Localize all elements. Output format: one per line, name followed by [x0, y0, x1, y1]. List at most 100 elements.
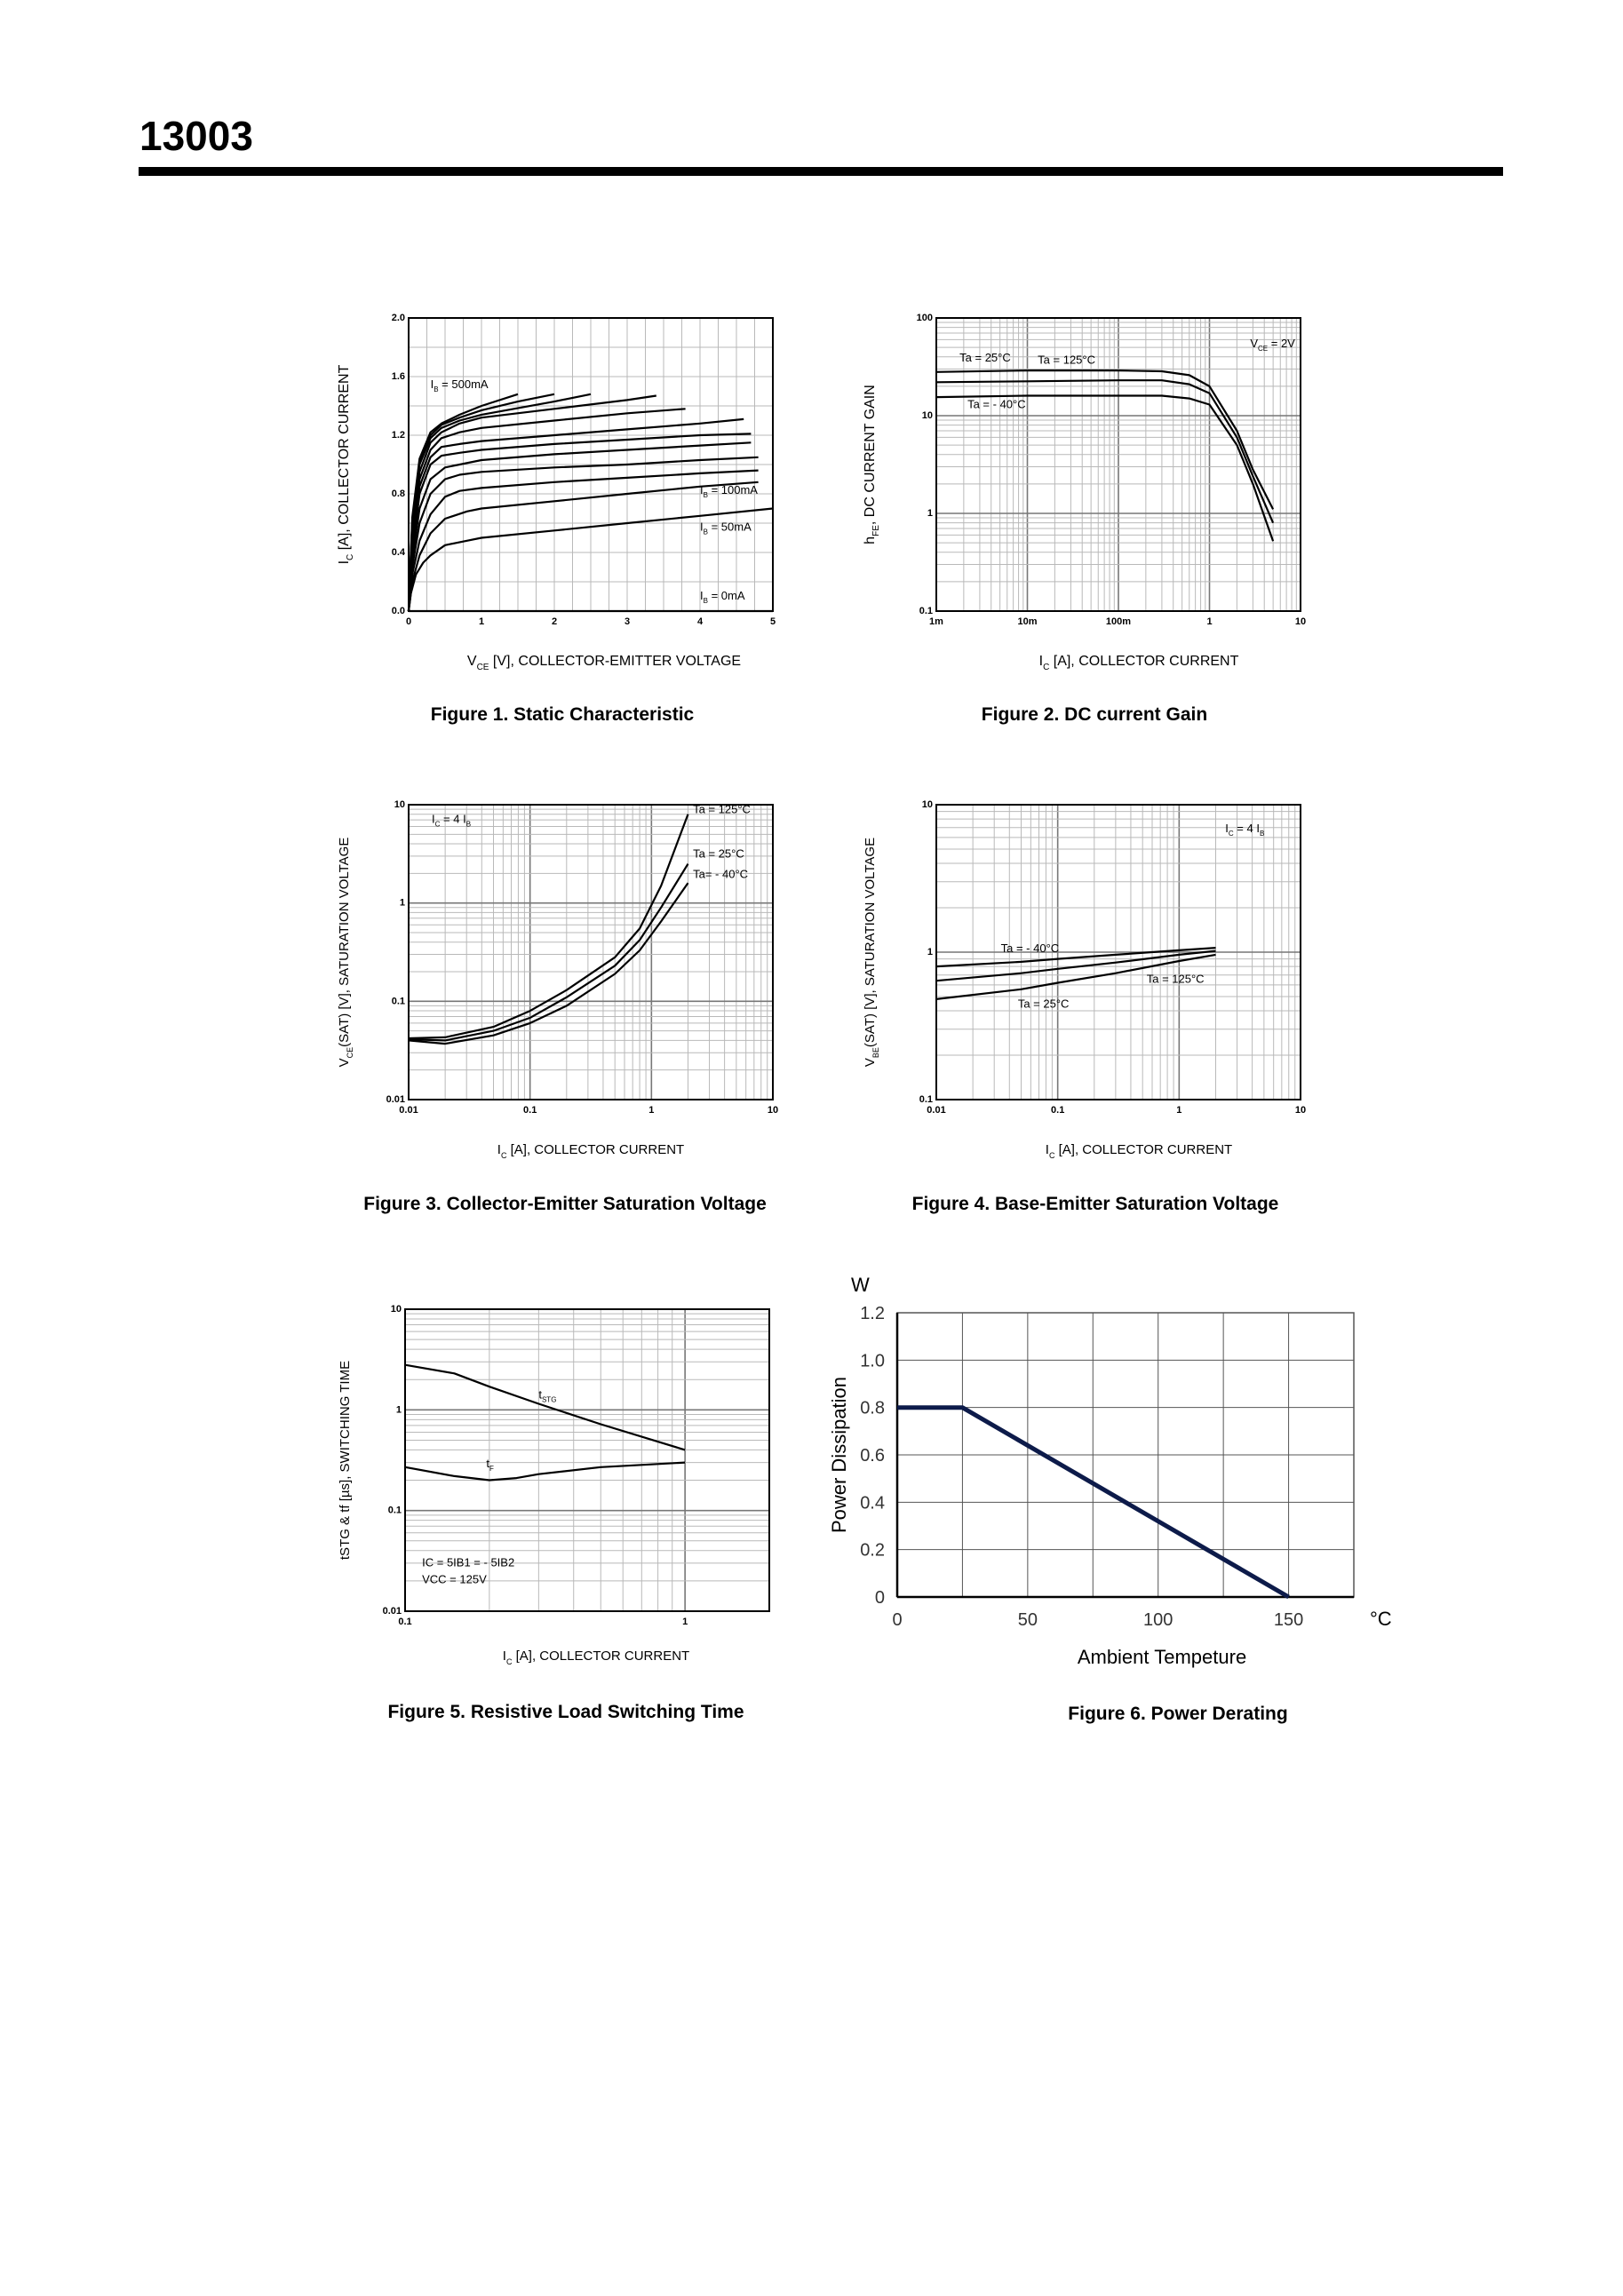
fig2-x-tick-label: 10m — [1017, 616, 1037, 627]
fig3-x-axis-title: IC [A], COLLECTOR CURRENT — [497, 1142, 684, 1160]
fig4-y-tick-label: 1 — [927, 947, 933, 957]
fig4-annotation: Ta = 125°C — [1147, 972, 1205, 985]
fig6-x-axis-title: Ambient Tempeture — [1078, 1646, 1246, 1668]
fig5-x-tick-label: 0.1 — [398, 1617, 411, 1627]
fig5-y-axis-title: tSTG & tf [µs], SWITCHING TIME — [338, 1361, 353, 1560]
fig1-x-axis-title: VCE [V], COLLECTOR-EMITTER VOLTAGE — [467, 654, 741, 672]
fig1-annotation: IB = 500mA — [431, 377, 489, 393]
fig2-x-tick-label: 100m — [1106, 616, 1131, 627]
page-title: 13003 — [139, 113, 253, 159]
fig4-series-line — [935, 953, 1216, 1000]
fig3-series-line — [408, 882, 689, 1045]
fig3-y-axis-title: VCE(SAT) [V], SATURATION VOLTAGE — [337, 838, 354, 1068]
fig6-series-line — [897, 1405, 1290, 1600]
fig6-x-tick-label: 150 — [1274, 1610, 1303, 1630]
fig1-y-tick-label: 0.8 — [392, 489, 405, 499]
fig1-y-tick-label: 1.6 — [392, 371, 405, 382]
fig3-y-tick-label: 0.1 — [392, 996, 405, 1006]
fig4-x-axis-title: IC [A], COLLECTOR CURRENT — [1046, 1142, 1232, 1160]
fig1-series-line — [407, 441, 752, 612]
fig1-y-tick-label: 2.0 — [392, 313, 405, 323]
fig2-x-tick-label: 1m — [929, 616, 943, 627]
fig1-x-tick-label: 2 — [552, 616, 557, 627]
fig4-x-tick-label: 0.1 — [1051, 1105, 1064, 1116]
fig2-chart: 1m 10m 100m 1 10 0.1 1 10 100 IC [A], COLLECTOR C… — [863, 313, 1306, 672]
fig1-y-tick-label: 1.2 — [392, 430, 405, 441]
fig1-y-tick-label: 0.0 — [392, 606, 405, 616]
fig3-x-tick-label: 10 — [768, 1105, 778, 1116]
fig5-series-line — [404, 1461, 686, 1482]
fig2-series-line — [935, 379, 1275, 524]
fig5-y-tick-label: 0.1 — [388, 1506, 402, 1516]
fig1-x-tick-label: 0 — [406, 616, 411, 627]
fig2-series-line — [935, 369, 1275, 510]
fig5-y-tick-label: 1 — [396, 1404, 402, 1415]
fig1-x-tick-label: 4 — [697, 616, 704, 627]
fig5-annotation: IC = 5IB1 = - 5IB2 — [422, 1555, 514, 1569]
fig3-series-line — [408, 863, 689, 1042]
fig6-y-axis-title: Power Dissipation — [828, 1377, 850, 1533]
fig6-y-unit: W — [851, 1274, 870, 1296]
fig5-annotation: VCC = 125V — [422, 1572, 487, 1585]
fig6-chart: 0 50 100 150 0 0.2 0.4 0.6 0.8 1.0 1.2 Ambient Temp… — [828, 1274, 1392, 1668]
fig1-series-line — [407, 507, 774, 612]
fig3-plot-frame — [408, 804, 774, 1100]
figure-6-caption: Figure 6. Power Derating — [1068, 1704, 1288, 1724]
fig2-y-tick-label: 100 — [917, 313, 933, 323]
fig6-y-tick-label: 0.2 — [860, 1541, 885, 1561]
fig2-annotation: Ta = 125°C — [1038, 354, 1095, 367]
fig4-annotation: IC = 4 IB — [1225, 822, 1264, 838]
fig3-annotation: Ta = 125°C — [693, 803, 751, 816]
fig1-series-line — [407, 456, 759, 612]
fig3-chart: 0.01 0.1 1 10 0.01 0.1 1 10 IC [A], COLLECTOR CU… — [337, 799, 778, 1160]
fig3-annotation: Ta = 25°C — [693, 846, 744, 860]
fig1-series-line — [407, 481, 759, 612]
fig1-chart: 0 1 2 3 4 5 0.0 0.4 0.8 1.2 1.6 2.0 VCE [V], COLLECT… — [337, 313, 776, 672]
fig4-x-tick-label: 1 — [1176, 1105, 1181, 1116]
fig3-annotation: Ta= - 40°C — [693, 867, 748, 880]
fig2-y-axis-title: hFE, DC CURRENT GAIN — [863, 385, 881, 544]
fig4-y-tick-label: 0.1 — [919, 1094, 933, 1105]
fig5-annotation: tF — [486, 1457, 494, 1473]
fig5-series-line — [404, 1363, 686, 1451]
fig5-annotation: tSTG — [538, 1387, 556, 1403]
fig6-x-unit: °C — [1370, 1608, 1392, 1630]
fig4-x-tick-label: 0.01 — [927, 1105, 945, 1116]
fig1-x-tick-label: 3 — [625, 616, 630, 627]
fig3-y-tick-label: 10 — [394, 799, 405, 810]
figure-3-caption: Figure 3. Collector-Emitter Saturation V… — [363, 1194, 767, 1214]
fig1-annotation: IB = 100mA — [700, 483, 758, 499]
fig2-x-tick-label: 10 — [1295, 616, 1306, 627]
fig2-series-line — [935, 394, 1275, 542]
fig1-annotation: IB = 50mA — [700, 520, 752, 536]
fig3-x-tick-label: 0.1 — [523, 1105, 537, 1116]
fig5-y-tick-label: 10 — [391, 1304, 402, 1315]
fig5-x-tick-label: 1 — [682, 1617, 688, 1627]
fig4-series-line — [935, 949, 1216, 982]
fig3-x-tick-label: 0.01 — [399, 1105, 418, 1116]
fig4-annotation: Ta = - 40°C — [1001, 941, 1060, 955]
fig6-y-tick-label: 0.8 — [860, 1399, 885, 1418]
fig2-y-tick-label: 1 — [927, 508, 933, 519]
fig5-x-axis-title: IC [A], COLLECTOR CURRENT — [503, 1649, 689, 1666]
fig3-x-tick-label: 1 — [648, 1105, 654, 1116]
fig6-y-tick-label: 0.4 — [860, 1493, 885, 1513]
fig4-y-axis-title: VBE(SAT) [V], SATURATION VOLTAGE — [863, 838, 880, 1067]
fig5-y-tick-label: 0.01 — [383, 1606, 402, 1617]
fig1-y-tick-label: 0.4 — [392, 547, 406, 558]
fig2-annotation: Ta = - 40°C — [967, 397, 1026, 410]
fig6-y-tick-label: 0 — [875, 1588, 885, 1608]
fig6-x-tick-label: 50 — [1018, 1610, 1038, 1630]
fig4-x-tick-label: 10 — [1295, 1105, 1306, 1116]
fig6-y-tick-label: 0.6 — [860, 1446, 885, 1466]
fig2-annotation: Ta = 25°C — [959, 351, 1011, 364]
fig1-x-tick-label: 5 — [770, 616, 776, 627]
fig2-plot-frame — [935, 317, 1301, 612]
figure-2-caption: Figure 2. DC current Gain — [981, 704, 1208, 725]
fig2-x-axis-title: IC [A], COLLECTOR CURRENT — [1039, 654, 1239, 672]
fig3-series-line — [408, 814, 689, 1040]
fig5-plot-frame — [404, 1308, 770, 1612]
